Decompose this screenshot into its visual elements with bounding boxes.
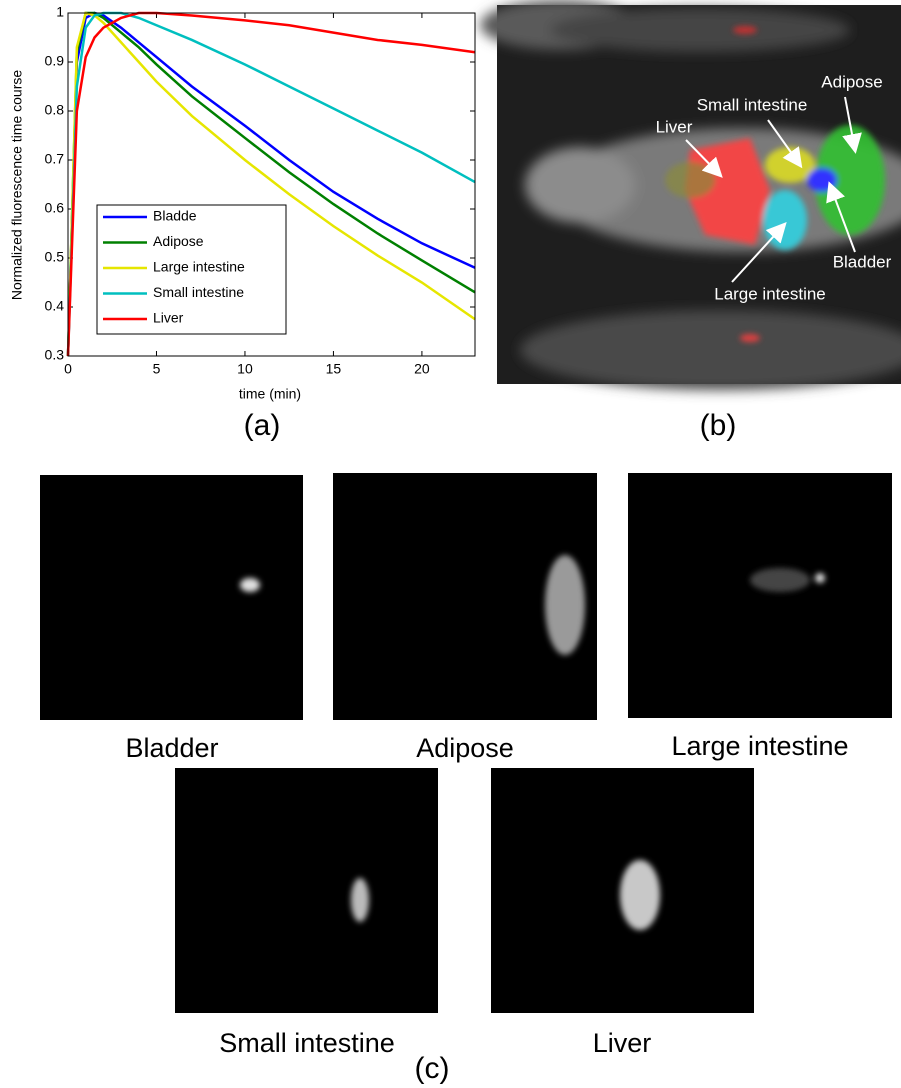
legend-label: Liver (153, 310, 184, 326)
y-tick-label: 0.7 (45, 151, 65, 167)
x-tick-label: 15 (326, 361, 342, 377)
overlay-label: Small intestine (697, 95, 808, 114)
overlay-label: Bladder (833, 252, 892, 271)
y-tick-label: 0.3 (45, 347, 65, 363)
legend-label: Adipose (153, 233, 204, 249)
legend: Bladde Adipose Large intestine Small intest… (96, 204, 287, 335)
series-line (66, 11, 476, 357)
x-axis-label: time (min) (239, 386, 301, 402)
panel-label: (c) (415, 1052, 450, 1085)
legend-label: Small intestine (153, 284, 244, 300)
y-tick-label: 0.9 (45, 53, 65, 69)
panel-label: (a) (244, 409, 281, 442)
series-line (66, 11, 476, 357)
y-axis-label: Normalized fluorescence time course (9, 70, 25, 301)
image-caption: Liver (593, 1028, 652, 1058)
x-tick-label: 0 (64, 361, 72, 377)
legend-label: Bladde (153, 208, 197, 224)
panel-label: (b) (700, 409, 737, 442)
legend-box (96, 204, 287, 335)
x-tick-label: 10 (237, 361, 253, 377)
y-tick-label: 1 (56, 4, 64, 20)
legend-label: Large intestine (153, 259, 245, 275)
y-tick-label: 0.6 (45, 200, 65, 216)
x-tick-label: 5 (153, 361, 161, 377)
tissue-images (40, 473, 892, 1013)
series-line (66, 11, 476, 357)
mouse-image (480, 0, 901, 390)
image-caption: Large intestine (671, 731, 848, 761)
axes-frame (67, 12, 476, 357)
overlay-label: Adipose (821, 72, 882, 91)
image-caption: Bladder (125, 733, 218, 763)
y-tick-label: 0.8 (45, 102, 65, 118)
overlay-label: Liver (656, 117, 693, 136)
overlay-label: Large intestine (714, 284, 826, 303)
image-caption: Small intestine (219, 1028, 395, 1058)
image-caption: Adipose (416, 733, 514, 763)
y-tick-label: 0.5 (45, 249, 65, 265)
x-tick-label: 20 (414, 361, 430, 377)
y-tick-label: 0.4 (45, 298, 65, 314)
